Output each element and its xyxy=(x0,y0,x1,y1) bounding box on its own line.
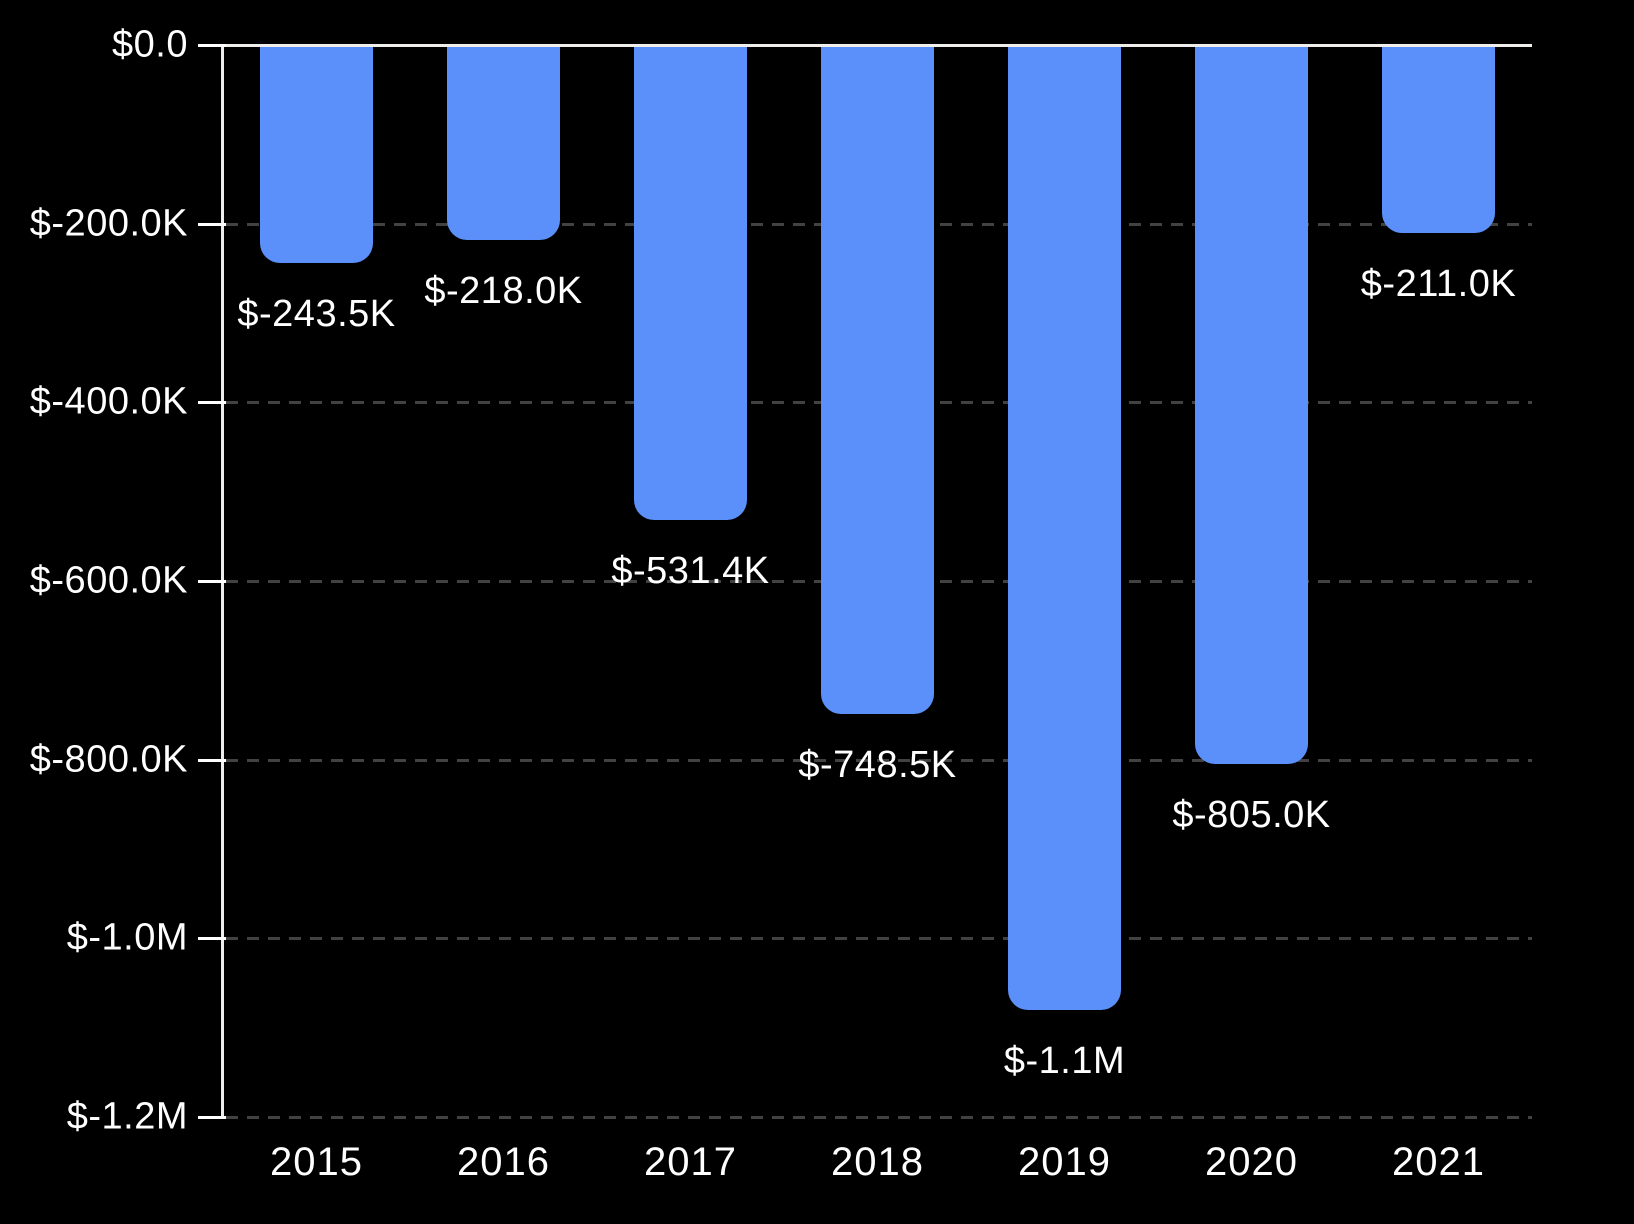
y-axis-label: $-400.0K xyxy=(29,380,188,423)
x-axis-label: 2017 xyxy=(644,1140,737,1184)
y-axis-label: $-200.0K xyxy=(29,202,188,245)
bar[interactable] xyxy=(634,45,747,520)
x-axis-label: 2020 xyxy=(1205,1140,1298,1184)
y-axis-tick xyxy=(198,580,226,583)
bar-value-label: $-243.5K xyxy=(237,292,396,335)
bar[interactable] xyxy=(447,45,560,240)
bar-value-label: $-748.5K xyxy=(798,743,957,786)
y-axis-label: $-600.0K xyxy=(29,559,188,602)
gridline xyxy=(226,758,1532,762)
bar[interactable] xyxy=(821,45,934,714)
bar-value-label: $-805.0K xyxy=(1172,794,1331,837)
y-axis-tick xyxy=(198,758,226,762)
bar[interactable] xyxy=(1008,45,1121,1010)
x-axis-label: 2018 xyxy=(831,1140,924,1184)
y-axis-label: $-1.0M xyxy=(66,916,188,959)
bar[interactable] xyxy=(260,45,373,263)
bar[interactable] xyxy=(1195,45,1308,765)
y-axis-label: $-800.0K xyxy=(29,738,188,781)
y-axis-label: $-1.2M xyxy=(66,1095,188,1138)
y-axis-tick xyxy=(198,222,226,226)
bar-value-label: $-218.0K xyxy=(424,269,583,312)
y-axis-tick xyxy=(198,44,226,47)
x-axis-label: 2019 xyxy=(1018,1140,1111,1184)
bar-value-label: $-531.4K xyxy=(611,549,770,592)
gridline xyxy=(226,1116,1532,1119)
bar-value-label: $-1.1M xyxy=(1003,1039,1126,1082)
y-axis-tick xyxy=(198,1116,226,1119)
gridline xyxy=(226,937,1532,941)
y-axis-tick xyxy=(198,401,226,405)
bar[interactable] xyxy=(1382,45,1495,234)
y-axis-label: $0.0 xyxy=(112,23,188,66)
y-axis-tick xyxy=(198,937,226,941)
zero-baseline xyxy=(223,44,1532,47)
bar-value-label: $-211.0K xyxy=(1360,263,1517,306)
x-axis-label: 2015 xyxy=(270,1140,363,1184)
x-axis-label: 2021 xyxy=(1392,1140,1485,1184)
x-axis-label: 2016 xyxy=(457,1140,550,1184)
